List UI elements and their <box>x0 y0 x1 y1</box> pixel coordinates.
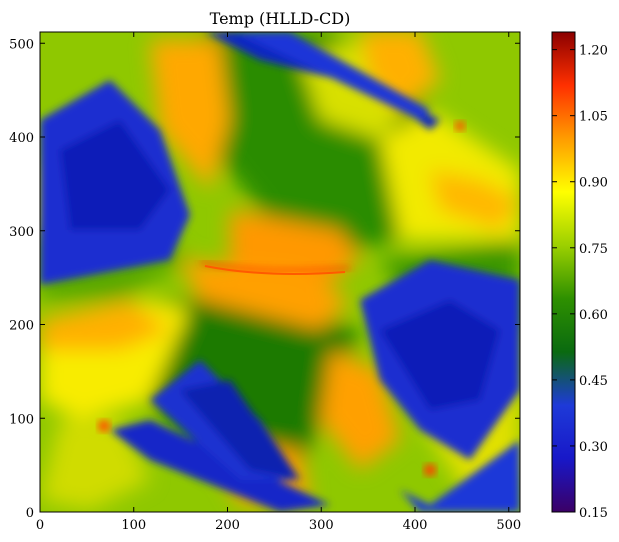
colorbar-ticks: 0.15 0.30 0.45 0.60 0.75 0.90 1.05 1.20 <box>552 44 608 521</box>
heatmap-field <box>40 32 520 512</box>
colorbar-tick-label: 0.15 <box>579 506 608 521</box>
y-tick-label: 400 <box>9 131 34 146</box>
x-tick-label: 100 <box>121 518 146 533</box>
y-tick-label: 0 <box>26 506 34 521</box>
y-tick-label: 500 <box>9 37 34 52</box>
y-axis: 0 100 200 300 400 500 <box>9 37 520 521</box>
x-tick-label: 0 <box>36 518 44 533</box>
chart-title: Temp (HLLD-CD) <box>210 9 351 28</box>
plot-frame <box>39 31 521 513</box>
colorbar-tick-label: 0.45 <box>579 374 608 389</box>
x-tick-label: 400 <box>403 518 428 533</box>
x-axis: 0 100 200 300 400 500 <box>36 32 521 533</box>
colorbar-tick-label: 0.90 <box>579 176 608 191</box>
x-tick-label: 500 <box>496 518 521 533</box>
colorbar-tick-label: 0.75 <box>579 242 608 257</box>
colorbar-tick-label: 0.60 <box>579 308 608 323</box>
colorbar-tick-label: 1.05 <box>579 110 608 125</box>
colorbar-tick-label: 0.30 <box>579 440 608 455</box>
y-tick-label: 200 <box>9 319 34 334</box>
x-tick-label: 200 <box>215 518 240 533</box>
y-tick-label: 300 <box>9 225 34 240</box>
y-tick-label: 100 <box>9 412 34 427</box>
colorbar <box>551 31 576 513</box>
x-tick-label: 300 <box>309 518 334 533</box>
colorbar-tick-label: 1.20 <box>579 44 608 59</box>
